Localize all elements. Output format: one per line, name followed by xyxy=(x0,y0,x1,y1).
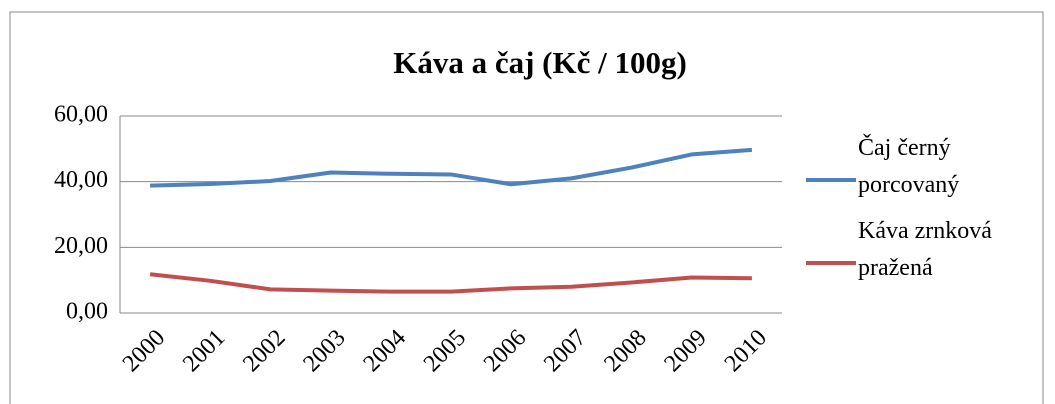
y-tick-label: 20,00 xyxy=(54,233,108,259)
data-line xyxy=(149,272,752,294)
legend-label: Káva zrnková pražená xyxy=(858,218,992,281)
chart-title: Káva a čaj (Kč / 100g) xyxy=(393,45,687,80)
legend-label: Čaj černý porcovaný xyxy=(858,135,960,198)
y-tick-label: 60,00 xyxy=(54,102,108,128)
y-tick-label: 0,00 xyxy=(66,299,108,325)
data-line xyxy=(150,147,753,188)
chart-frame xyxy=(9,11,1044,404)
y-tick-label: 40,00 xyxy=(54,167,108,193)
legend-item: Čaj černý porcovaný xyxy=(858,135,960,198)
legend-item: Káva zrnková pražená xyxy=(858,218,992,281)
